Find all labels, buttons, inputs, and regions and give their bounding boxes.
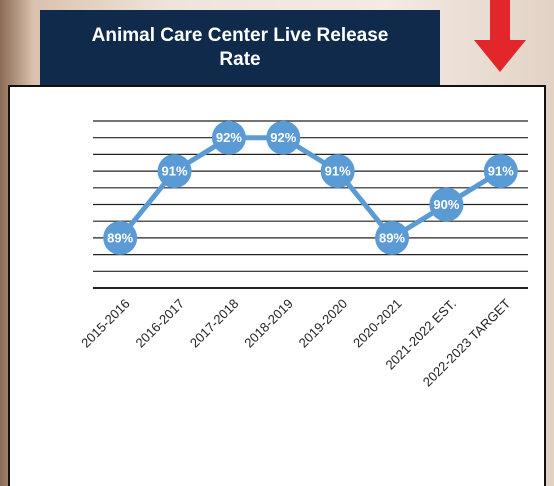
x-tick-label: 2018-2019 [241,296,296,351]
x-tick-label: 2017-2018 [187,296,242,351]
data-label: 91% [162,164,188,179]
chart-title: Animal Care Center Live Release Rate [40,10,440,85]
point [320,154,355,189]
point [211,120,246,155]
data-label: 90% [433,197,459,212]
red-arrow [474,0,526,72]
data-label: 91% [488,164,514,179]
x-tick-label: 2016-2017 [133,296,188,351]
x-tick-label: 2019-2020 [296,296,351,351]
data-label: 92% [270,130,296,145]
data-label: 92% [216,130,242,145]
data-label: 89% [107,230,133,245]
point [429,187,464,222]
point [483,154,518,189]
arrow-shape [474,0,526,72]
point [375,220,410,255]
point [266,120,301,155]
x-tick-label: 2020-2021 [350,296,405,351]
data-label: 89% [379,230,405,245]
point [103,220,138,255]
data-label: 91% [325,164,351,179]
point [157,154,192,189]
x-tick-label: 2015-2016 [78,296,133,351]
